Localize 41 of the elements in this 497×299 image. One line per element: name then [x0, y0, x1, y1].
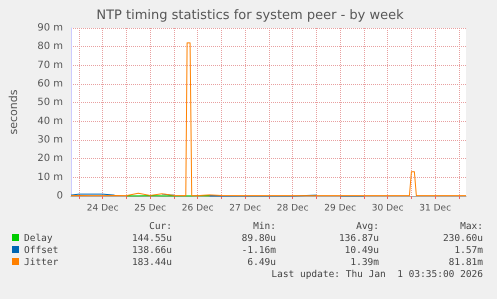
- text: Max:: [459, 221, 483, 233]
- text: Last update: Thu Jan 1 03:35:00 2026: [270, 269, 483, 281]
- text: 136.87u: [338, 233, 379, 245]
- legend-label: Offset: [23, 245, 60, 257]
- text: 10.49u: [344, 245, 379, 257]
- x-tick-label: 30 Dec: [372, 204, 404, 214]
- text: Cur:: [148, 221, 172, 233]
- legend-label: Jitter: [23, 257, 60, 269]
- y-tick-label: 70 m: [37, 60, 63, 71]
- x-tick-label: 25 Dec: [134, 204, 166, 214]
- chart-title: NTP timing statistics for system peer - by week: [96, 8, 404, 23]
- line-series: [70, 42, 466, 196]
- y-tick-label: 20 m: [37, 153, 63, 164]
- text: 1.57m: [453, 245, 483, 257]
- legend-label: Delay: [23, 233, 54, 245]
- y-tick-label: 30 m: [37, 134, 63, 146]
- x-tick-label: 24 Dec: [86, 204, 119, 214]
- y-tick-label: 50 m: [37, 97, 63, 108]
- text: 81.81m: [448, 257, 483, 269]
- text: 230.60u: [442, 233, 483, 245]
- text: -1.16m: [240, 245, 276, 257]
- text: 144.55u: [130, 233, 172, 245]
- text: 6.49u: [246, 257, 276, 269]
- x-tick-label: 31 Dec: [419, 204, 452, 214]
- text: Min:: [252, 221, 276, 233]
- x-tick-label: 29 Dec: [324, 204, 356, 214]
- text: 1.39m: [349, 257, 379, 269]
- x-tick-label: 27 Dec: [229, 204, 262, 214]
- y-tick-label: 40 m: [37, 116, 63, 127]
- text: 89.80u: [240, 233, 276, 245]
- y-tick-label: 80 m: [37, 41, 63, 52]
- y-tick-label: 10 m: [37, 172, 63, 183]
- y-axis-title: seconds: [7, 89, 20, 134]
- x-tick-label: 26 Dec: [182, 204, 214, 214]
- text: 138.66u: [130, 245, 172, 257]
- y-tick-label: 60 m: [37, 78, 63, 90]
- x-tick-label: 28 Dec: [276, 204, 309, 214]
- y-tick-label: 0: [56, 190, 63, 202]
- text: Avg:: [355, 221, 379, 233]
- text: 183.44u: [130, 257, 172, 269]
- y-tick-label: 90 m: [37, 22, 63, 34]
